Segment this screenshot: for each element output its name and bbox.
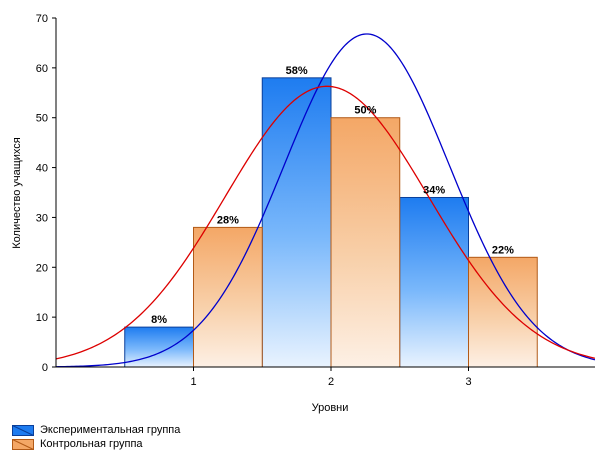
- y-tick-label-50: 50: [36, 113, 48, 125]
- legend: Экспериментальная группа Контрольная гру…: [12, 423, 180, 451]
- y-tick-label-20: 20: [36, 262, 48, 274]
- bar-labels-layer: 8% 58% 34% 28% 50% 22%: [151, 65, 514, 326]
- normal-curve-experimental: [56, 33, 595, 368]
- legend-item-experimental: Экспериментальная группа: [12, 423, 180, 437]
- y-tick-label-40: 40: [36, 163, 48, 175]
- x-tick-label-1: 1: [190, 376, 196, 388]
- y-tick-label-70: 70: [36, 13, 48, 25]
- bar-label-experimental-0: 8%: [151, 314, 167, 326]
- legend-swatch-orange: [12, 438, 34, 450]
- y-tick-label-0: 0: [42, 362, 48, 374]
- bar-control-1: [330, 117, 401, 368]
- y-tick-label-10: 10: [36, 312, 48, 324]
- curves-layer: [56, 33, 595, 368]
- histogram-chart: 8% 58% 34% 28% 50% 22% 0 10 20 30 40 50 60 70 1 2 3 Кол…: [11, 13, 595, 414]
- legend-label-control: Контрольная группа: [40, 438, 143, 450]
- normal-curve-control: [56, 85, 595, 360]
- y-axis-label: Количество учащихся: [11, 137, 23, 249]
- bar-experimental-1: [261, 77, 332, 368]
- bar-label-control-2: 22%: [492, 244, 514, 256]
- bar-control-0: [193, 226, 263, 368]
- x-tick-label-2: 2: [328, 376, 334, 388]
- bar-label-control-1: 50%: [354, 105, 376, 117]
- bar-label-control-0: 28%: [217, 214, 239, 226]
- axes-layer: 0 10 20 30 40 50 60 70 1 2 3: [36, 13, 595, 388]
- y-tick-label-60: 60: [36, 63, 48, 75]
- bars-layer: [124, 77, 538, 368]
- bar-label-experimental-2: 34%: [423, 184, 445, 196]
- bar-label-experimental-1: 58%: [286, 65, 308, 77]
- x-tick-label-3: 3: [465, 376, 471, 388]
- bar-control-2: [468, 256, 538, 368]
- x-axis-label: Уровни: [312, 402, 349, 414]
- y-tick-label-30: 30: [36, 212, 48, 224]
- bar-experimental-2: [399, 196, 469, 368]
- legend-label-experimental: Экспериментальная группа: [40, 424, 181, 436]
- legend-swatch-blue: [12, 424, 34, 436]
- legend-item-control: Контрольная группа: [12, 437, 180, 451]
